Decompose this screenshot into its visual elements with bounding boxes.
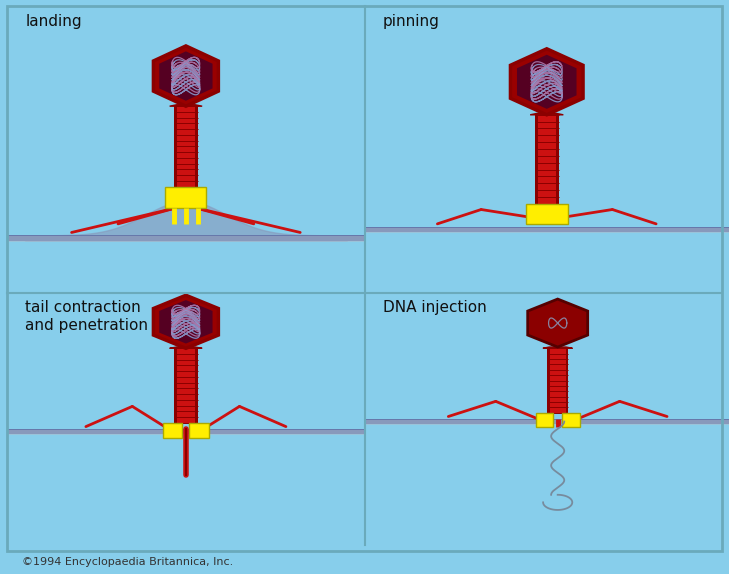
Polygon shape xyxy=(170,347,202,348)
Polygon shape xyxy=(510,49,583,115)
Polygon shape xyxy=(153,295,219,348)
Polygon shape xyxy=(159,300,213,343)
Bar xyxy=(174,106,198,187)
Bar xyxy=(535,115,538,204)
Polygon shape xyxy=(153,46,219,106)
Polygon shape xyxy=(159,51,213,101)
Text: tail contraction
and penetration: tail contraction and penetration xyxy=(25,300,148,333)
Polygon shape xyxy=(170,104,202,106)
Bar xyxy=(190,423,209,438)
Polygon shape xyxy=(530,114,564,115)
Polygon shape xyxy=(528,299,588,347)
Bar xyxy=(163,423,182,438)
Bar xyxy=(364,227,729,232)
Text: ©1994 Encyclopaedia Britannica, Inc.: ©1994 Encyclopaedia Britannica, Inc. xyxy=(22,557,233,567)
Text: DNA injection: DNA injection xyxy=(383,300,486,315)
Polygon shape xyxy=(543,347,572,348)
Bar xyxy=(535,115,558,204)
Bar xyxy=(566,348,569,413)
Bar xyxy=(174,348,198,423)
Bar xyxy=(7,429,364,434)
Bar xyxy=(7,235,364,241)
Bar xyxy=(364,419,729,424)
Bar xyxy=(195,106,198,187)
Bar xyxy=(195,348,198,423)
Bar xyxy=(165,187,206,208)
Bar xyxy=(555,115,558,204)
Text: pinning: pinning xyxy=(383,14,440,29)
Bar xyxy=(526,204,568,224)
Bar xyxy=(174,348,177,423)
Bar xyxy=(536,413,553,426)
Bar xyxy=(174,106,177,187)
Text: landing: landing xyxy=(25,14,82,29)
Bar xyxy=(562,413,580,426)
Polygon shape xyxy=(517,55,577,109)
Bar xyxy=(547,348,550,413)
Bar xyxy=(547,348,569,413)
